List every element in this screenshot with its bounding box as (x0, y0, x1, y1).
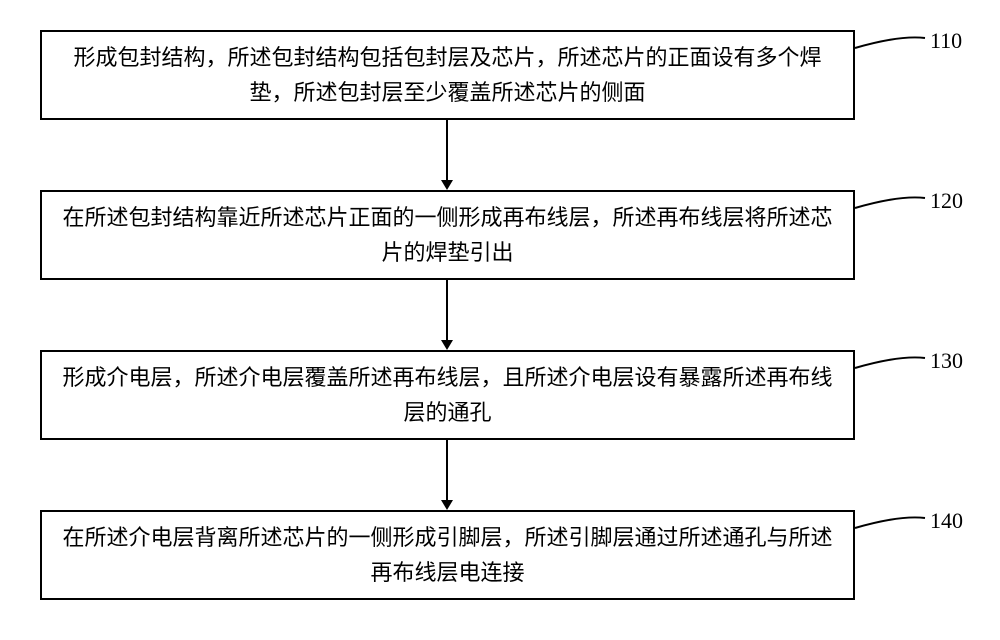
step-box-130: 形成介电层，所述介电层覆盖所述再布线层，且所述介电层设有暴露所述再布线层的通孔 (40, 350, 855, 440)
step-text-140: 在所述介电层背离所述芯片的一侧形成引脚层，所述引脚层通过所述通孔与所述再布线层电… (62, 520, 833, 590)
step-label-130: 130 (930, 348, 963, 374)
step-text-120: 在所述包封结构靠近所述芯片正面的一侧形成再布线层，所述再布线层将所述芯片的焊垫引… (62, 200, 833, 270)
step-box-120: 在所述包封结构靠近所述芯片正面的一侧形成再布线层，所述再布线层将所述芯片的焊垫引… (40, 190, 855, 280)
step-box-110: 形成包封结构，所述包封结构包括包封层及芯片，所述芯片的正面设有多个焊垫，所述包封… (40, 30, 855, 120)
step-text-110: 形成包封结构，所述包封结构包括包封层及芯片，所述芯片的正面设有多个焊垫，所述包封… (62, 40, 833, 110)
step-text-130: 形成介电层，所述介电层覆盖所述再布线层，且所述介电层设有暴露所述再布线层的通孔 (62, 360, 833, 430)
step-label-110: 110 (930, 28, 962, 54)
step-label-140: 140 (930, 508, 963, 534)
flowchart-canvas: 形成包封结构，所述包封结构包括包封层及芯片，所述芯片的正面设有多个焊垫，所述包封… (0, 0, 1000, 640)
step-label-120: 120 (930, 188, 963, 214)
step-box-140: 在所述介电层背离所述芯片的一侧形成引脚层，所述引脚层通过所述通孔与所述再布线层电… (40, 510, 855, 600)
